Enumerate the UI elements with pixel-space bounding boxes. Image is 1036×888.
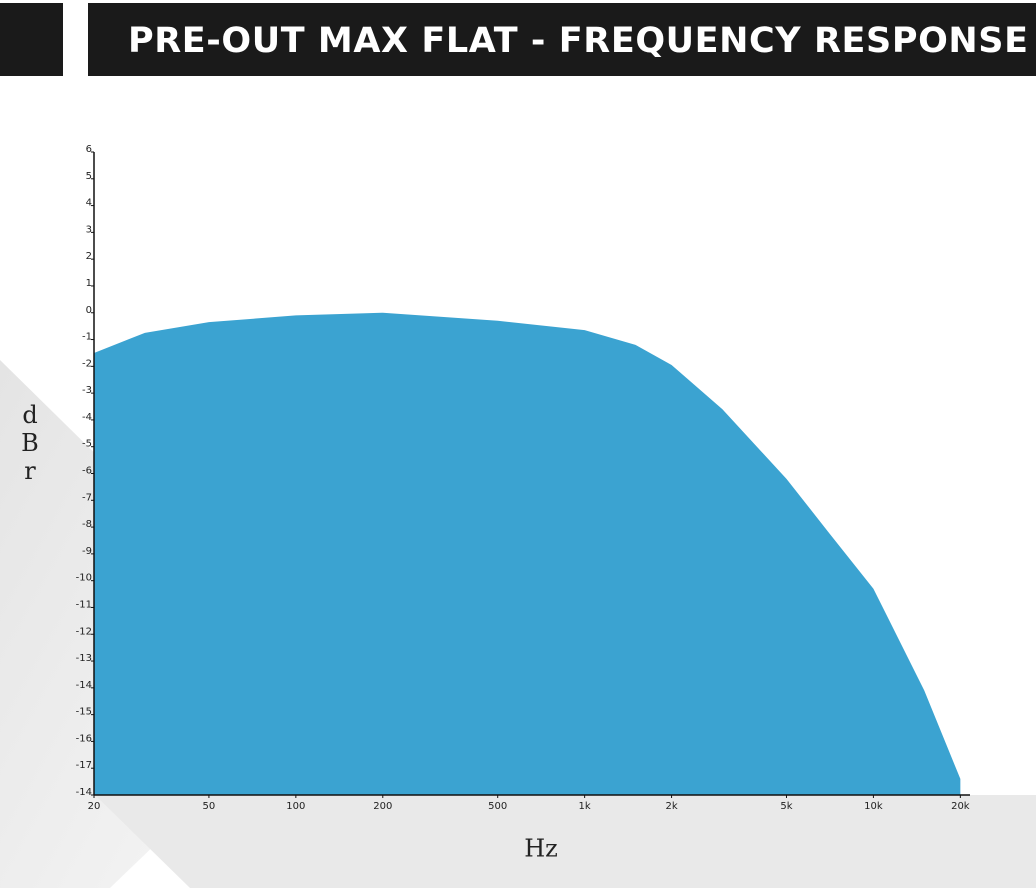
y-tick-label: -11 (76, 599, 92, 610)
y-tick-label: -9 (82, 546, 92, 557)
y-tick-label: 3 (86, 224, 92, 235)
x-tick-label: 10k (864, 801, 883, 812)
y-tick-label: 6 (86, 144, 92, 155)
x-tick-label: 20 (88, 801, 101, 812)
y-tick-label: 0 (86, 305, 92, 316)
x-tick-label: 50 (203, 801, 216, 812)
y-tick-label: -3 (82, 385, 92, 396)
header-bar (88, 3, 1036, 76)
x-tick-label: 200 (373, 801, 392, 812)
y-tick-label: -13 (76, 653, 92, 664)
y-tick-label: -14 (76, 680, 92, 691)
y-tick-label: -12 (76, 626, 92, 637)
x-tick-label: 2k (665, 801, 677, 812)
y-tick-label: 4 (86, 198, 92, 209)
y-tick-label: -15 (76, 707, 92, 718)
y-tick-label: -1 (82, 332, 92, 343)
x-tick-label: 1k (579, 801, 591, 812)
header-block (0, 3, 63, 76)
y-tick-label: 5 (86, 171, 92, 182)
y-tick-label: -4 (82, 412, 92, 423)
y-tick-label: -17 (76, 760, 92, 771)
y-tick-label: 1 (86, 278, 92, 289)
x-tick-label: 500 (488, 801, 507, 812)
y-tick-label: -6 (82, 466, 92, 477)
y-tick-label: -7 (82, 492, 92, 503)
x-tick-label: 100 (286, 801, 305, 812)
background-shape (95, 795, 1036, 888)
y-tick-label: -10 (76, 573, 92, 584)
x-tick-label: 20k (951, 801, 970, 812)
x-axis-title: Hz (524, 835, 558, 863)
y-tick-label: -8 (82, 519, 92, 530)
y-tick-label: -16 (76, 733, 92, 744)
x-tick-label: 5k (780, 801, 792, 812)
y-tick-label: 2 (86, 251, 92, 262)
y-axis-title: dBr (16, 401, 44, 485)
y-tick-label: -2 (82, 358, 92, 369)
chart-title: PRE-OUT MAX FLAT - FREQUENCY RESPONSE (128, 21, 1028, 61)
y-tick-label: -5 (82, 439, 92, 450)
y-tick-label: -14 (76, 787, 92, 798)
area (94, 312, 961, 795)
